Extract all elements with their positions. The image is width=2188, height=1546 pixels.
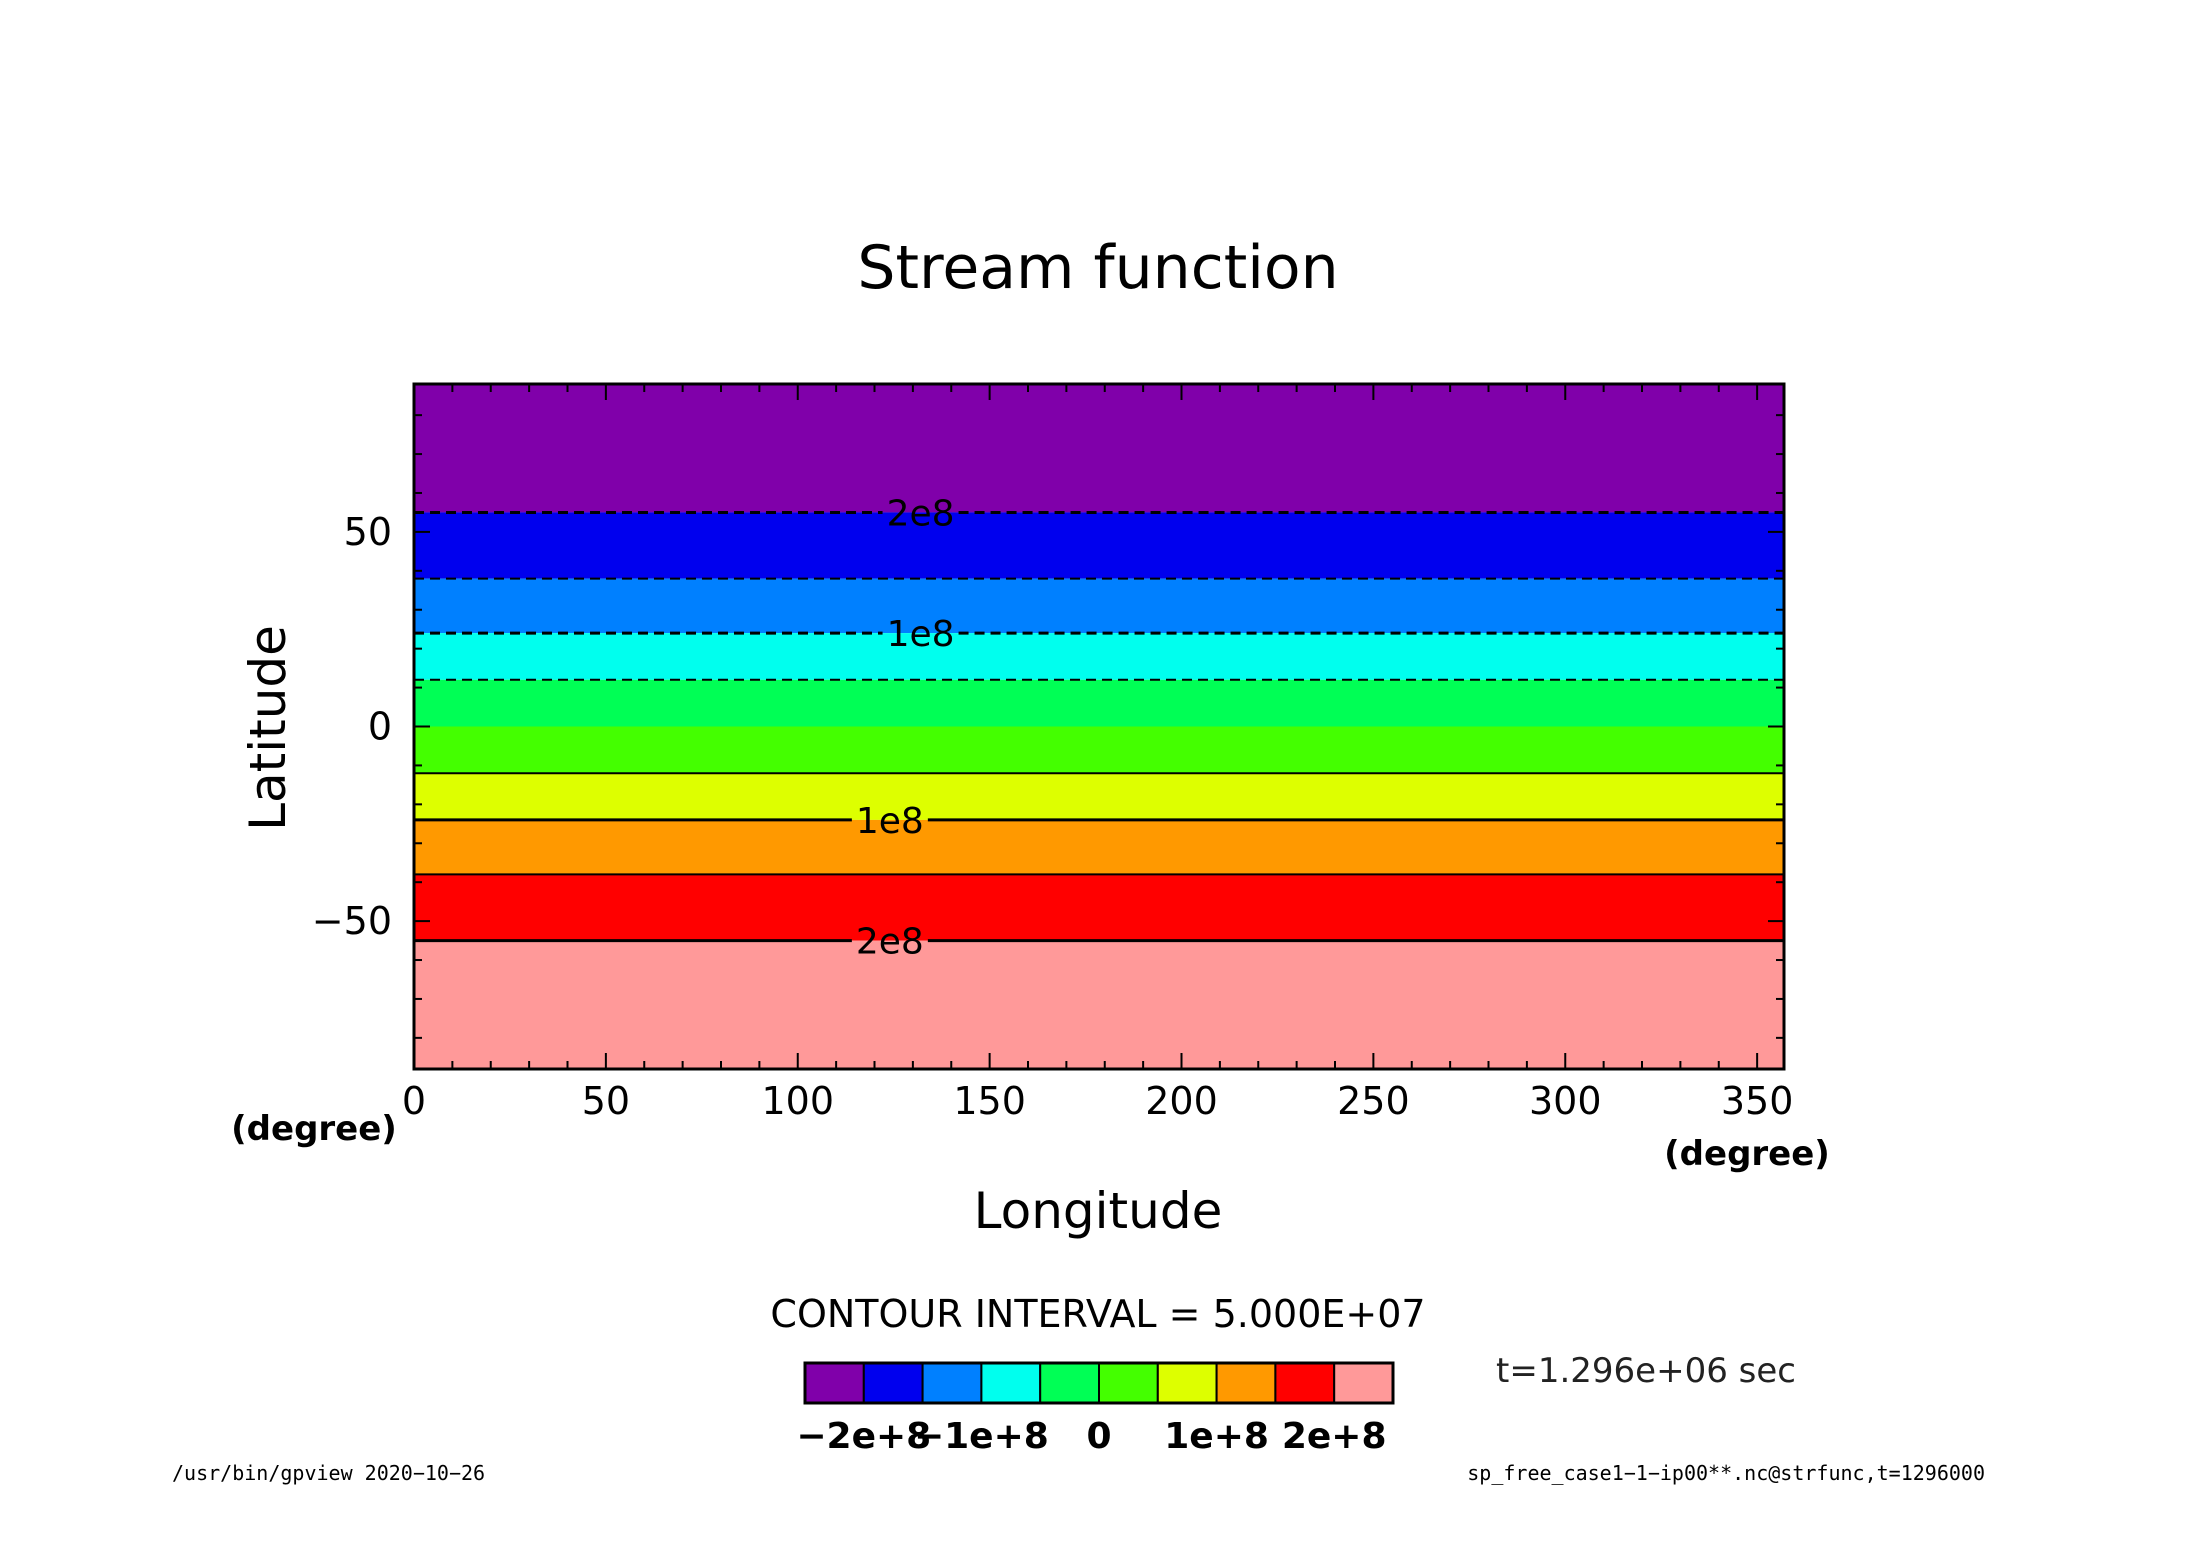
colorbar-label: 2e+8 [1282, 1416, 1387, 1457]
contour-label: 1e8 [887, 614, 955, 655]
colorbar-swatch [1333, 1362, 1394, 1404]
colorbar-swatch [862, 1362, 924, 1404]
x-tick-label: 350 [1721, 1079, 1794, 1123]
colorbar-label: −1e+8 [914, 1416, 1049, 1457]
colorbar-frame [803, 1361, 1395, 1405]
x-unit-label: (degree) [1664, 1134, 1830, 1174]
y-tick-label: 50 [344, 510, 392, 554]
x-tick-label: 200 [1145, 1079, 1218, 1123]
colorbar-swatch [1039, 1362, 1100, 1404]
x-axis-title: Longitude [974, 1182, 1223, 1240]
colorbar-swatch [804, 1362, 865, 1404]
colorbar-swatch [1098, 1362, 1159, 1404]
color-band [414, 512, 1784, 579]
x-tick-label: 50 [582, 1079, 630, 1123]
color-band [414, 726, 1784, 774]
field-bands [414, 384, 1784, 1069]
color-band [414, 819, 1784, 875]
contour-label: 1e8 [856, 801, 924, 842]
color-band [414, 384, 1784, 513]
contour-labels: 2e8 1e8 1e8 2e8 [856, 493, 955, 962]
colorbar-swatch [1274, 1362, 1336, 1404]
x-tick-labels: 0 50 100 150 200 250 300 350 [402, 1079, 1793, 1123]
contour-label: 2e8 [887, 493, 955, 534]
x-tick-label: 250 [1337, 1079, 1410, 1123]
chart-title: Stream function [857, 233, 1338, 303]
y-axis-title: Latitude [239, 625, 297, 831]
footer-right: sp_free_case1−1−ip00**.nc@strfunc,t=1296… [1467, 1461, 1985, 1485]
x-tick-label: 0 [402, 1079, 426, 1123]
colorbar-labels: −2e+8−1e+8 0 1e+8 2e+8 [796, 1416, 1386, 1457]
colorbar-label: 0 [1086, 1416, 1111, 1457]
colorbar-swatch [1215, 1362, 1277, 1404]
colorbar-swatch [921, 1362, 983, 1404]
color-band [414, 633, 1784, 680]
time-annotation: t=1.296e+06 sec [1496, 1351, 1796, 1391]
y-tick-label: −50 [312, 899, 392, 943]
x-tick-label: 300 [1529, 1079, 1602, 1123]
color-band [414, 679, 1784, 727]
color-band [414, 773, 1784, 820]
y-unit-label: (degree) [231, 1109, 397, 1149]
y-tick-label: 0 [368, 705, 392, 749]
footer-left: /usr/bin/gpview 2020−10−26 [172, 1461, 485, 1485]
y-tick-labels: 50 0 −50 [312, 510, 392, 943]
colorbar-swatch [980, 1362, 1042, 1404]
plot-frame [412, 382, 1786, 1071]
colorbar-label: −2e+8 [796, 1416, 931, 1457]
x-tick-label: 100 [761, 1079, 834, 1123]
color-band [414, 578, 1784, 634]
color-band [414, 874, 1784, 941]
contour-interval-text: CONTOUR INTERVAL = 5.000E+07 [770, 1292, 1425, 1336]
contour-lines [414, 510, 1784, 943]
colorbar-label: 1e+8 [1164, 1416, 1269, 1457]
contour-label: 2e8 [856, 922, 924, 963]
colorbar-swatch [1156, 1362, 1218, 1404]
color-band [414, 940, 1784, 1069]
x-tick-label: 150 [953, 1079, 1026, 1123]
colorbar [803, 1361, 1395, 1405]
